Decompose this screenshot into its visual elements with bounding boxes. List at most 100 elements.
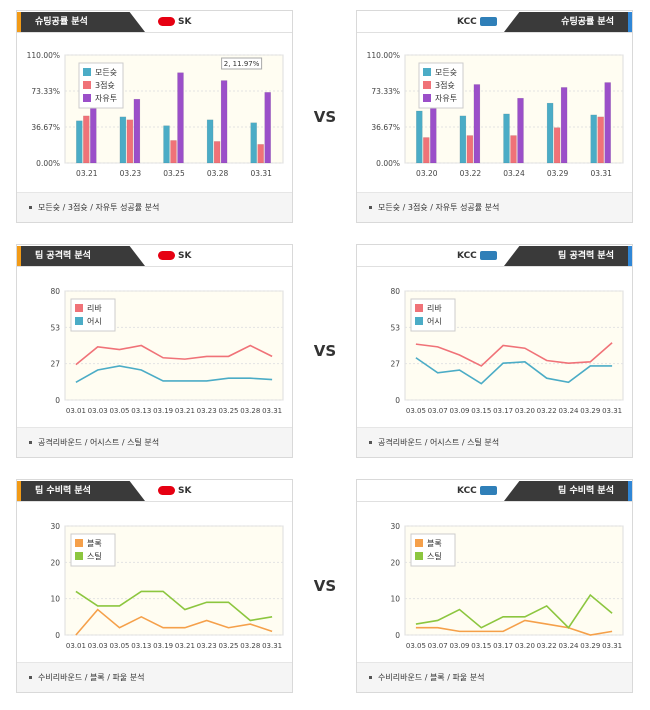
y-tick-label: 20 [390, 558, 400, 567]
bar [264, 92, 271, 164]
team-label: KCC [457, 483, 500, 499]
annotation-box [221, 57, 263, 70]
x-tick-label: 03.25 [163, 169, 185, 178]
panel-footer: 모든슛 / 3점슛 / 자유투 성공률 분석 [17, 192, 292, 222]
vs-label-3: VS [313, 577, 337, 595]
x-tick-label: 03.03 [88, 407, 108, 415]
legend-label: 모든슛 [435, 68, 457, 77]
bar [503, 113, 510, 164]
y-tick-label: 0 [55, 631, 60, 640]
bar [119, 116, 127, 164]
x-tick-label: 03.05 [406, 407, 426, 415]
series-line [415, 342, 613, 367]
x-tick-label: 03.22 [460, 169, 482, 178]
x-tick-label: 03.28 [207, 169, 229, 178]
bar [170, 140, 177, 164]
x-tick-label: 03.15 [471, 407, 491, 415]
bar [177, 72, 184, 164]
bar [546, 102, 554, 164]
panel-tab-title: 팀 수비력 분석 [504, 481, 632, 501]
y-tick-label: 110.00% [367, 51, 400, 60]
bar [510, 135, 517, 164]
x-tick-label: 03.23 [197, 407, 217, 415]
panel-kcc-defense: 팀 수비력 분석 KCC 0 10 20 30 03.05 03.07 03.09 03.15… [356, 479, 633, 693]
panel-footer: 공격리바운드 / 어시스트 / 스틸 분석 [357, 427, 632, 457]
series-line [75, 344, 273, 366]
x-tick-label: 03.19 [153, 407, 173, 415]
panel-sk-shooting: 슈팅공률 분석 SK 0.00% 36.67% 73.33% 110.00% 03.21… [16, 10, 293, 223]
panel-footer: 모든슛 / 3점슛 / 자유투 성공률 분석 [357, 192, 632, 222]
bar [220, 80, 228, 164]
bar [517, 97, 524, 164]
panel-footer: 수비리바운드 / 블록 / 파울 분석 [17, 662, 292, 692]
legend-swatch [83, 68, 91, 76]
bar [83, 115, 90, 164]
panel-footer: 수비리바운드 / 블록 / 파울 분석 [357, 662, 632, 692]
sk-logo-icon [158, 17, 175, 26]
legend-swatch [423, 94, 431, 102]
panel-kcc-shooting: 슈팅공률 분석 KCC 0.00% 36.67% 73.33% 110.00% 03.2… [356, 10, 633, 223]
x-tick-label: 03.29 [580, 642, 600, 650]
x-tick-label: 03.22 [537, 407, 557, 415]
kcc-logo-icon [479, 486, 497, 495]
legend-swatch [83, 94, 91, 102]
y-tick-label: 53 [390, 323, 400, 332]
x-tick-label: 03.20 [515, 407, 535, 415]
panel-tab-title: 슈팅공률 분석 [17, 12, 145, 32]
panel-tab-title: 팀 공격력 분석 [17, 246, 145, 266]
chart-kcc-shooting: 0.00% 36.67% 73.33% 110.00% 03.20 03.22 03.24 0… [367, 51, 624, 178]
x-tick-label: 03.21 [175, 642, 195, 650]
bar [590, 114, 597, 164]
x-tick-label: 03.19 [153, 642, 173, 650]
bar [466, 135, 474, 164]
y-tick-label: 0.00% [36, 159, 60, 168]
x-tick-label: 03.24 [503, 169, 525, 178]
y-tick-label: 20 [50, 558, 60, 567]
y-tick-label: 10 [50, 595, 60, 604]
y-tick-label: 36.67% [371, 123, 400, 132]
team-label: KCC [457, 14, 500, 30]
sk-logo-icon [158, 486, 175, 495]
x-tick-label: 03.07 [428, 407, 448, 415]
legend-label: 모든슛 [95, 68, 117, 77]
series-line [415, 357, 613, 385]
x-tick-label: 03.22 [537, 642, 557, 650]
series-line [75, 365, 273, 383]
vs-label-1: VS [313, 108, 337, 126]
x-tick-label: 03.25 [218, 407, 238, 415]
bar [250, 122, 257, 164]
x-tick-label: 03.31 [250, 169, 272, 178]
y-tick-label: 73.33% [371, 87, 400, 96]
x-tick-label: 03.09 [449, 407, 469, 415]
legend-label: 3점슛 [95, 80, 115, 90]
x-tick-label: 03.05 [109, 642, 129, 650]
team-label: SK [155, 483, 191, 499]
x-tick-label: 03.25 [218, 642, 238, 650]
bar [90, 105, 97, 164]
x-tick-label: 03.31 [590, 169, 612, 178]
panel-sk-defense: 팀 수비력 분석 SK 0 10 20 30 03.01 03.03 03.05 03.13 0… [16, 479, 293, 693]
vs-label-2: VS [313, 342, 337, 360]
legend-label: 블록 [87, 538, 102, 548]
series-line [415, 619, 613, 636]
bar [213, 141, 221, 164]
x-tick-label: 03.20 [416, 169, 438, 178]
legend-swatch [415, 552, 423, 560]
x-tick-label: 03.01 [66, 407, 86, 415]
legend-swatch [415, 317, 423, 325]
x-tick-label: 03.24 [558, 642, 579, 650]
x-tick-label: 03.21 [175, 407, 195, 415]
x-tick-label: 03.21 [76, 169, 98, 178]
y-tick-label: 36.67% [31, 123, 60, 132]
legend-swatch [83, 81, 91, 89]
bar [416, 110, 423, 164]
legend-swatch [75, 539, 83, 547]
legend-swatch [415, 539, 423, 547]
y-tick-label: 30 [390, 522, 400, 531]
panel-tab-title: 팀 공격력 분석 [504, 246, 632, 266]
y-tick-label: 0 [395, 631, 400, 640]
bar [206, 119, 214, 164]
